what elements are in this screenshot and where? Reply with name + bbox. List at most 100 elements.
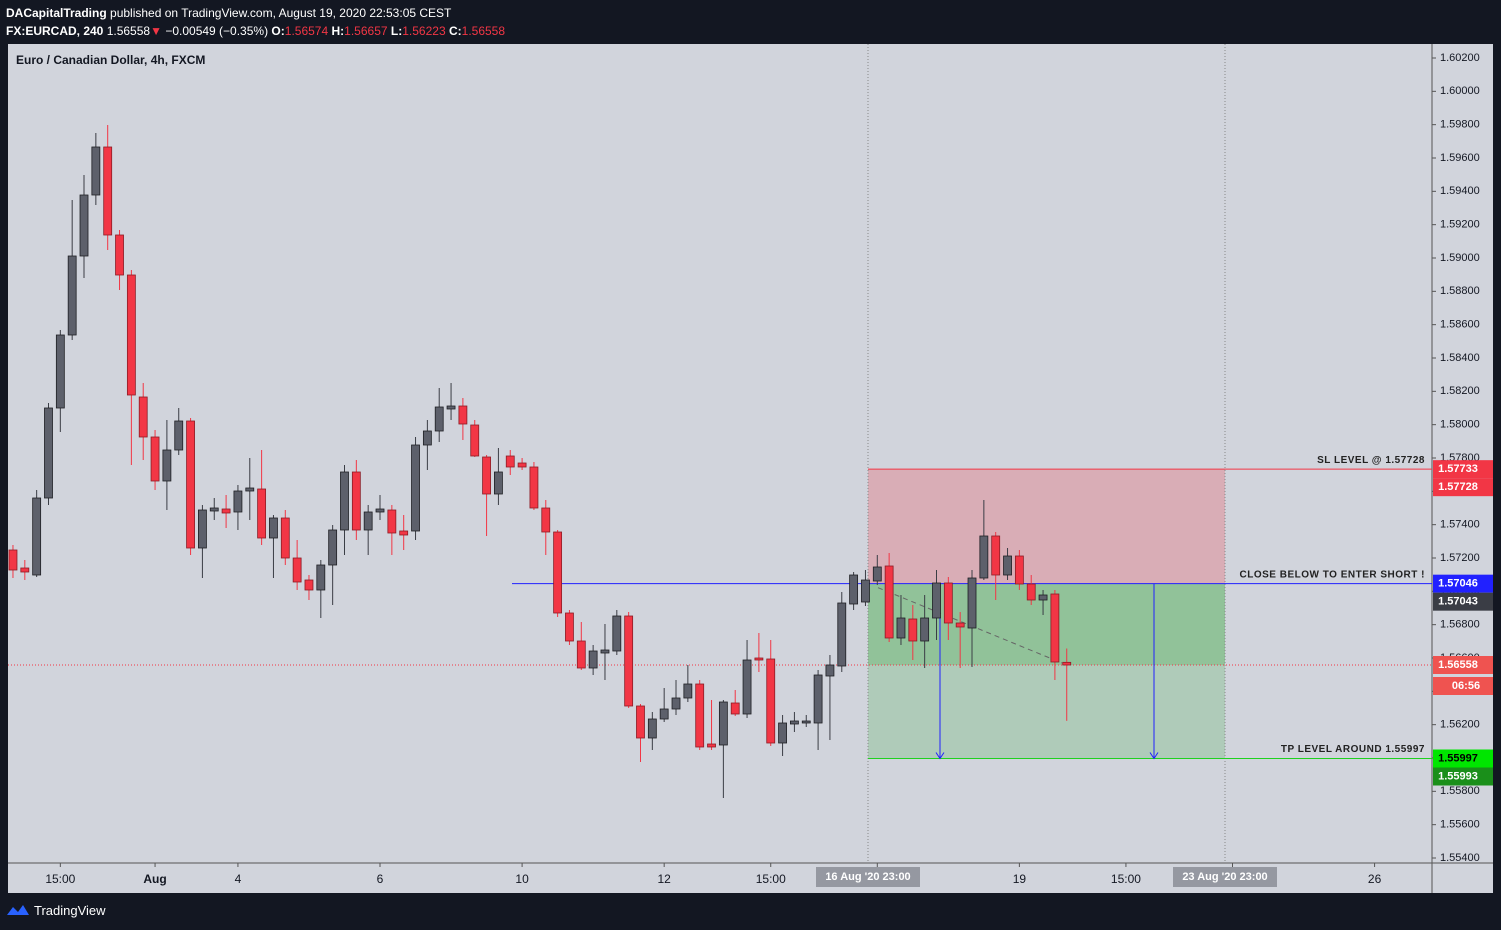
last: 1.56558 bbox=[106, 24, 151, 38]
candle-body bbox=[494, 471, 503, 495]
candle-body bbox=[387, 509, 397, 534]
candle-body bbox=[588, 650, 598, 669]
candle-body bbox=[754, 657, 764, 661]
y-tick-label: 1.55600 bbox=[1440, 819, 1480, 831]
x-tick-label: 4 bbox=[235, 872, 242, 886]
range-badge bbox=[816, 867, 920, 887]
publish-line: DACapitalTrading published on TradingVie… bbox=[6, 4, 505, 22]
candle-body bbox=[896, 617, 906, 639]
price-label: 1.56558 bbox=[1438, 659, 1478, 671]
candle-body bbox=[1003, 555, 1012, 576]
price-label: 1.57728 bbox=[1438, 481, 1478, 493]
candle-body bbox=[482, 456, 491, 495]
price-label: 1.55993 bbox=[1438, 770, 1478, 782]
price-label-bg bbox=[1433, 592, 1493, 611]
price-label-bg bbox=[1433, 656, 1493, 674]
candle-body bbox=[1050, 593, 1060, 663]
candle-body bbox=[186, 420, 195, 549]
candle-body bbox=[304, 579, 314, 591]
o-label: O: bbox=[271, 24, 285, 38]
h-label: H: bbox=[331, 24, 345, 38]
price-label: 1.55997 bbox=[1438, 752, 1478, 764]
h-value: 1.56657 bbox=[344, 24, 388, 38]
price-label-bg bbox=[1433, 574, 1493, 593]
y-tick-label: 1.58600 bbox=[1440, 319, 1480, 331]
range-label: 16 Aug '20 23:00 bbox=[825, 871, 910, 883]
candle-body bbox=[209, 507, 219, 512]
candle-body bbox=[695, 683, 705, 748]
candle-body bbox=[316, 564, 326, 591]
candle-body bbox=[576, 640, 586, 669]
plot-background bbox=[8, 44, 1493, 893]
candle-body bbox=[671, 697, 681, 710]
candle-body bbox=[328, 529, 338, 566]
candle-body bbox=[920, 617, 930, 642]
y-tick-label: 1.56800 bbox=[1440, 619, 1480, 631]
arrow-head bbox=[1149, 752, 1159, 760]
y-tick-label: 1.56200 bbox=[1440, 719, 1480, 731]
y-tick-label: 1.57200 bbox=[1440, 552, 1480, 564]
y-tick-label: 1.59200 bbox=[1440, 219, 1480, 231]
candle-body bbox=[825, 664, 835, 677]
candle-body bbox=[138, 396, 148, 438]
candle-body bbox=[849, 574, 859, 605]
candle-body bbox=[943, 582, 953, 624]
c-label: C: bbox=[448, 24, 462, 38]
candle-body bbox=[245, 487, 255, 492]
stop-text: SL LEVEL @ 1.57728 bbox=[1317, 455, 1425, 466]
price-label-bg bbox=[1433, 460, 1493, 479]
x-tick-label: 6 bbox=[377, 872, 384, 886]
price-label: 1.57043 bbox=[1438, 596, 1478, 608]
author: DACapitalTrading bbox=[6, 6, 107, 20]
x-tick-label: 10 bbox=[515, 872, 529, 886]
candle-body bbox=[198, 509, 207, 549]
logo bbox=[7, 905, 29, 915]
candle-body bbox=[1062, 661, 1072, 666]
y-tick-label: 1.60200 bbox=[1440, 52, 1480, 64]
arrow: ▼ bbox=[150, 24, 162, 38]
entry-text: CLOSE BELOW TO ENTER SHORT ! bbox=[1240, 569, 1425, 580]
candle-body bbox=[257, 488, 267, 539]
candle-body bbox=[766, 658, 776, 744]
candle-body bbox=[872, 566, 882, 582]
price-label-bg bbox=[1433, 677, 1493, 695]
x-tick-label: 15:00 bbox=[45, 872, 75, 886]
candle-body bbox=[67, 255, 77, 336]
candle-body bbox=[470, 424, 480, 457]
price-label: 1.57733 bbox=[1438, 463, 1478, 475]
candle-body bbox=[55, 334, 65, 409]
price-label-bg bbox=[1433, 478, 1493, 497]
candle-body bbox=[505, 455, 515, 468]
candle-body bbox=[600, 649, 610, 654]
candle-body bbox=[103, 146, 113, 236]
candle-body bbox=[126, 274, 136, 396]
candle-body bbox=[32, 497, 42, 576]
candle-body bbox=[967, 577, 977, 629]
stop-zone bbox=[868, 469, 1225, 584]
price-label-bg bbox=[1433, 767, 1493, 786]
candle-body bbox=[1026, 583, 1036, 601]
brand: TradingView bbox=[34, 902, 106, 918]
y-tick-label: 1.58000 bbox=[1440, 419, 1480, 431]
candle-body bbox=[280, 517, 290, 559]
candle-body bbox=[233, 490, 243, 513]
c-value: 1.56558 bbox=[461, 24, 506, 38]
candle-body bbox=[446, 405, 456, 410]
y-tick-label: 1.59400 bbox=[1440, 185, 1480, 197]
candle-body bbox=[932, 582, 941, 619]
y-tick-label: 1.59600 bbox=[1440, 152, 1480, 164]
published: published on TradingView.com, August 19,… bbox=[110, 6, 452, 20]
candle-body bbox=[91, 146, 101, 196]
candle-body bbox=[174, 420, 184, 451]
target-zone bbox=[868, 583, 1225, 759]
candle-body bbox=[44, 407, 53, 499]
candle-body bbox=[363, 511, 373, 531]
y-tick-label: 1.55400 bbox=[1440, 852, 1480, 864]
candle-body bbox=[707, 743, 716, 748]
candle-body bbox=[115, 234, 124, 276]
candle-body bbox=[269, 517, 278, 539]
candle-body bbox=[411, 444, 420, 532]
candle-body bbox=[517, 462, 527, 468]
